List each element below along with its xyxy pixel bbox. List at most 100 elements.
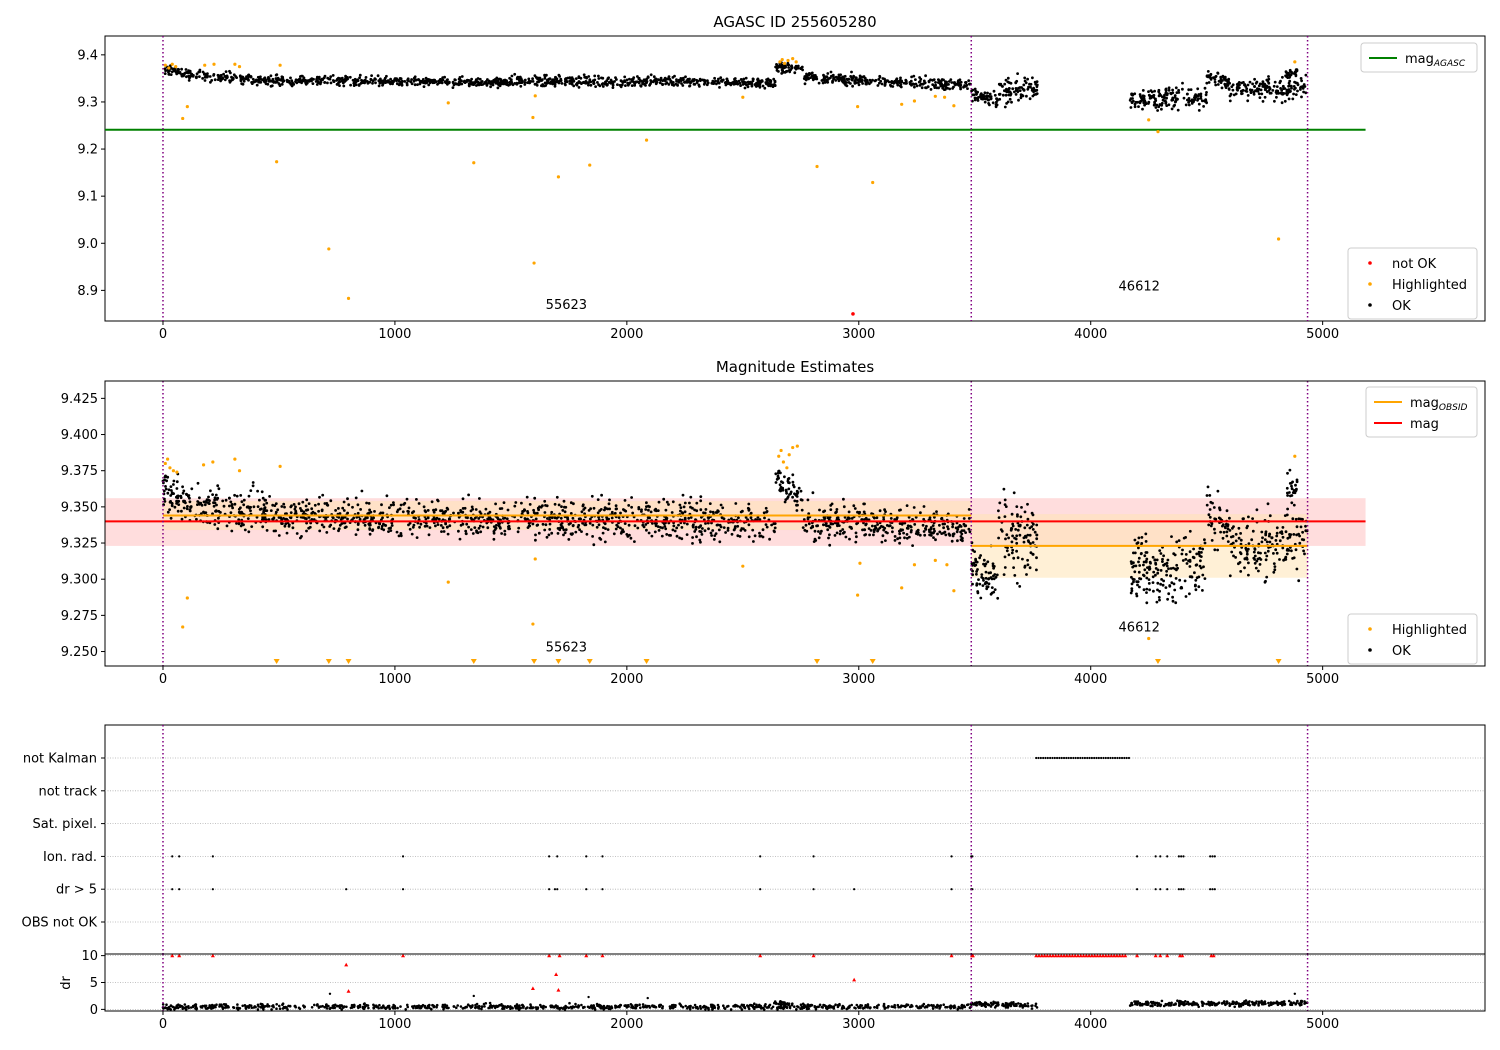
highlighted-point: [791, 445, 795, 450]
ok-point: [1294, 70, 1298, 74]
ok-point: [298, 77, 302, 81]
ok-point: [726, 529, 730, 532]
limit-marker: [814, 659, 821, 664]
ok-point: [1294, 517, 1298, 521]
ok-point: [249, 75, 253, 79]
ok-point: [1253, 554, 1257, 558]
ok-point: [358, 517, 362, 521]
ok-point: [893, 535, 897, 538]
ok-point: [393, 77, 397, 81]
ok-point: [368, 80, 372, 84]
ok-point: [417, 502, 421, 505]
ok-point: [460, 75, 464, 78]
ok-point: [855, 522, 858, 526]
ok-point: [1243, 566, 1246, 570]
flag-mark: [1051, 756, 1054, 760]
ok-point: [694, 518, 697, 521]
ok-point: [381, 516, 384, 520]
ok-point: [342, 84, 346, 88]
ok-point: [820, 79, 824, 82]
ok-point: [881, 534, 885, 538]
ok-point: [1142, 588, 1146, 592]
ok-point: [724, 531, 727, 534]
ok-point: [380, 503, 383, 507]
ok-point: [387, 530, 390, 533]
ok-point: [645, 528, 648, 532]
ok-point: [826, 528, 830, 532]
ok-point: [599, 538, 603, 541]
ok-point: [1269, 91, 1273, 95]
ok-point: [1149, 96, 1153, 100]
ok-point: [424, 521, 428, 525]
ok-point: [1294, 74, 1298, 78]
ok-point: [170, 504, 174, 508]
panel-magnitude-legend-bottom-dot-swatch: [1368, 627, 1372, 631]
ok-point: [601, 531, 605, 535]
flag-mark: [1095, 756, 1098, 760]
ok-point: [975, 582, 979, 586]
ok-point: [1219, 77, 1223, 81]
ok-point: [1031, 88, 1035, 92]
ok-point: [1281, 75, 1284, 79]
ok-point: [465, 80, 468, 84]
ok-point: [401, 510, 405, 514]
ok-point: [358, 76, 361, 80]
ok-point: [412, 510, 416, 513]
ok-point: [216, 78, 220, 81]
ok-point: [353, 77, 357, 81]
ok-point: [180, 73, 183, 76]
ok-point: [1173, 588, 1177, 592]
ok-point: [428, 526, 432, 529]
ok-point: [962, 517, 966, 520]
ok-point: [883, 80, 887, 84]
ok-point: [265, 501, 269, 505]
ok-point: [1220, 86, 1224, 90]
ok-point: [662, 522, 666, 526]
ok-point: [628, 81, 632, 85]
ok-point: [1197, 575, 1201, 579]
ok-point: [903, 521, 907, 525]
ok-point: [563, 82, 567, 86]
ok-point: [322, 76, 326, 80]
ok-point: [792, 483, 795, 487]
ok-point: [536, 523, 540, 527]
ok-point: [1275, 551, 1279, 555]
ok-point: [654, 509, 658, 513]
ok-point: [1201, 573, 1205, 577]
ok-point: [974, 563, 978, 567]
ok-point: [406, 78, 410, 81]
ok-point: [569, 512, 573, 515]
ok-point: [383, 78, 387, 81]
ok-point: [695, 509, 699, 513]
panel-agasc-legend-bottom-entry-label: Highlighted: [1392, 278, 1467, 293]
ok-point: [1285, 486, 1289, 490]
ok-point: [796, 491, 800, 494]
ok-point: [823, 81, 827, 84]
ok-point: [1000, 84, 1004, 88]
ok-point: [845, 518, 849, 521]
ok-point: [781, 488, 785, 492]
ok-point: [369, 510, 373, 514]
ok-point: [909, 530, 913, 534]
flag-mark: [556, 888, 559, 891]
panel-agasc-xtick-label: 1000: [378, 327, 411, 342]
panel-magnitude-legend-top-box: [1365, 386, 1478, 438]
ok-point: [603, 540, 607, 544]
ok-point: [260, 490, 264, 494]
ok-point: [325, 503, 329, 507]
ok-point: [1285, 552, 1289, 556]
ok-point: [736, 524, 740, 528]
ok-point: [1157, 90, 1161, 93]
ok-point: [1281, 546, 1285, 550]
ok-point: [1012, 491, 1016, 495]
ok-point: [181, 491, 185, 495]
ok-point: [1203, 538, 1206, 542]
ok-point: [698, 538, 702, 542]
panel-dr-ylabel: dr: [59, 976, 74, 990]
ok-point: [347, 503, 351, 507]
ok-point: [1031, 94, 1035, 98]
ok-point: [477, 517, 481, 520]
ok-point: [661, 526, 664, 530]
highlighted-point: [644, 138, 649, 142]
ok-point: [1187, 103, 1191, 107]
